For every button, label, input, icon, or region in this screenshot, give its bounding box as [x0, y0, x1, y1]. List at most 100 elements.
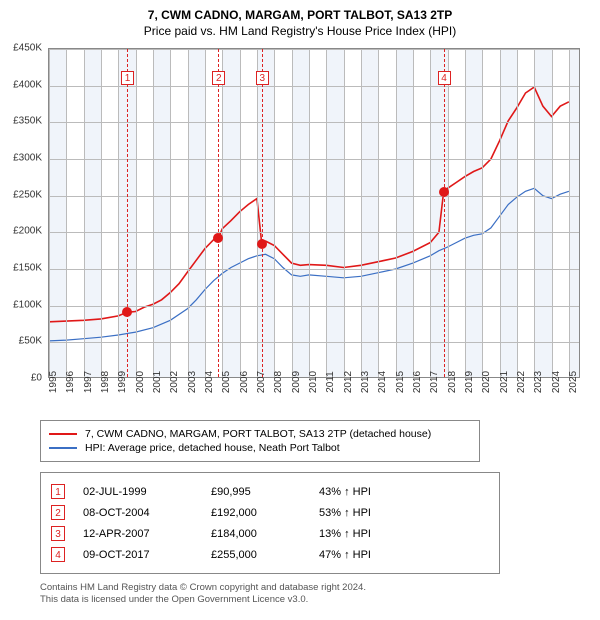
- x-axis-label: 1998: [100, 371, 111, 393]
- x-axis-label: 2022: [516, 371, 527, 393]
- y-axis-label: £100K: [13, 299, 42, 310]
- footer-attribution: Contains HM Land Registry data © Crown c…: [40, 582, 560, 607]
- legend-swatch: [49, 447, 77, 449]
- x-axis-label: 2007: [256, 371, 267, 393]
- gridline-v: [292, 49, 293, 377]
- legend-row: 7, CWM CADNO, MARGAM, PORT TALBOT, SA13 …: [49, 427, 471, 441]
- gridline-v: [482, 49, 483, 377]
- transaction-vline: [127, 49, 128, 377]
- y-axis-label: £350K: [13, 116, 42, 127]
- x-axis-label: 2021: [499, 371, 510, 393]
- transaction-row: 208-OCT-2004£192,00053% ↑ HPI: [51, 502, 489, 523]
- x-axis-label: 2019: [464, 371, 475, 393]
- x-axis-label: 1999: [117, 371, 128, 393]
- x-axis-label: 2010: [308, 371, 319, 393]
- legend-label: HPI: Average price, detached house, Neat…: [85, 442, 340, 454]
- transaction-number-box: 1: [51, 484, 65, 499]
- transaction-date: 02-JUL-1999: [83, 486, 193, 498]
- x-axis-label: 1997: [83, 371, 94, 393]
- transaction-pct-vs-hpi: 43% ↑ HPI: [319, 486, 371, 498]
- gridline-v: [569, 49, 570, 377]
- x-axis-label: 2015: [395, 371, 406, 393]
- x-axis-label: 2020: [481, 371, 492, 393]
- x-axis-label: 1996: [65, 371, 76, 393]
- gridline-v: [413, 49, 414, 377]
- footer-line: Contains HM Land Registry data © Crown c…: [40, 582, 560, 594]
- transaction-number-box: 3: [51, 526, 65, 541]
- y-axis-label: £450K: [13, 43, 42, 54]
- transaction-row: 4 09-OCT-2017 £255,000 47% ↑ HPI: [51, 544, 489, 565]
- transactions-table: 1 02-JUL-1999 £90,995 43% ↑ HPI 2 08-OCT-2004…: [40, 472, 500, 574]
- transaction-pct-vs-hpi: 47% ↑ HPI: [319, 549, 371, 561]
- gridline-v: [344, 49, 345, 377]
- x-axis-label: 2017: [429, 371, 440, 393]
- x-axis-label: 2024: [551, 371, 562, 393]
- gridline-v: [49, 49, 50, 377]
- chart-subtitle: Price paid vs. HM Land Registry's House …: [0, 24, 600, 38]
- gridline-v: [205, 49, 206, 377]
- gridline-v: [552, 49, 553, 377]
- gridline-v: [500, 49, 501, 377]
- legend-row: HPI: Average price, detached house, Neat…: [49, 441, 471, 455]
- transaction-number-box: 2: [51, 505, 65, 520]
- transaction-date: 09-OCT-2017: [83, 549, 193, 561]
- transaction-row: 1 02-JUL-1999 £90,995 43% ↑ HPI: [51, 481, 489, 502]
- x-axis-label: 2002: [169, 371, 180, 393]
- figure-container: 7, CWM CADNO, MARGAM, PORT TALBOT, SA13 …: [0, 0, 600, 620]
- transaction-marker-box: 2: [212, 71, 225, 85]
- gridline-v: [430, 49, 431, 377]
- legend: 7, CWM CADNO, MARGAM, PORT TALBOT, SA13 …: [40, 420, 480, 462]
- x-axis-label: 2016: [412, 371, 423, 393]
- x-axis-label: 2012: [343, 371, 354, 393]
- gridline-v: [517, 49, 518, 377]
- gridline-v: [222, 49, 223, 377]
- y-axis-label: £0: [31, 373, 42, 384]
- transaction-dot: [213, 233, 223, 243]
- x-axis-label: 2013: [360, 371, 371, 393]
- y-axis-label: £250K: [13, 189, 42, 200]
- y-axis-label: £200K: [13, 226, 42, 237]
- transaction-marker-box: 4: [438, 71, 451, 85]
- transaction-pct-vs-hpi: 13% ↑ HPI: [319, 528, 371, 540]
- legend-label: 7, CWM CADNO, MARGAM, PORT TALBOT, SA13 …: [85, 428, 431, 440]
- y-axis-label: £400K: [13, 79, 42, 90]
- gridline-v: [448, 49, 449, 377]
- x-axis-label: 2018: [447, 371, 458, 393]
- gridline-v: [534, 49, 535, 377]
- transaction-vline: [262, 49, 263, 377]
- x-axis-label: 2009: [291, 371, 302, 393]
- transaction-number-box: 4: [51, 547, 65, 562]
- gridline-v: [257, 49, 258, 377]
- gridline-v: [170, 49, 171, 377]
- transaction-dot: [122, 307, 132, 317]
- gridline-v: [378, 49, 379, 377]
- gridline-v: [136, 49, 137, 377]
- x-axis-label: 2006: [239, 371, 250, 393]
- transaction-dot: [257, 239, 267, 249]
- x-axis-label: 2014: [377, 371, 388, 393]
- x-axis-label: 2000: [135, 371, 146, 393]
- transaction-price: £90,995: [211, 486, 301, 498]
- gridline-v: [396, 49, 397, 377]
- x-axis-label: 2001: [152, 371, 163, 393]
- x-axis-label: 1995: [48, 371, 59, 393]
- legend-swatch: [49, 433, 77, 435]
- y-axis-label: £50K: [19, 336, 42, 347]
- y-axis-label: £150K: [13, 263, 42, 274]
- transaction-marker-box: 1: [121, 71, 134, 85]
- transaction-date: 08-OCT-2004: [83, 507, 193, 519]
- transaction-dot: [439, 187, 449, 197]
- gridline-v: [309, 49, 310, 377]
- x-axis-label: 2025: [568, 371, 579, 393]
- gridline-v: [101, 49, 102, 377]
- x-axis-label: 2003: [187, 371, 198, 393]
- transaction-price: £184,000: [211, 528, 301, 540]
- x-axis-label: 2023: [533, 371, 544, 393]
- transaction-price: £255,000: [211, 549, 301, 561]
- gridline-v: [326, 49, 327, 377]
- x-axis-label: 2005: [221, 371, 232, 393]
- chart-title-address: 7, CWM CADNO, MARGAM, PORT TALBOT, SA13 …: [0, 8, 600, 22]
- x-axis-label: 2004: [204, 371, 215, 393]
- x-axis-label: 2011: [325, 371, 336, 393]
- gridline-v: [84, 49, 85, 377]
